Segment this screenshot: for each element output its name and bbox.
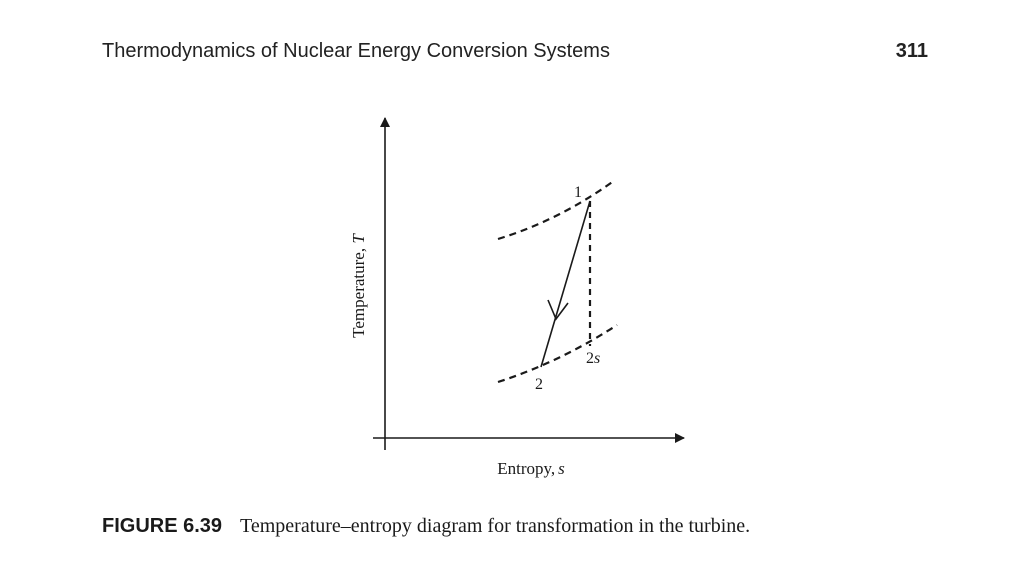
y-axis-label-text: Temperature, (349, 244, 368, 338)
state-2s-number: 2 (586, 350, 594, 367)
x-axis-label: Entropy, s (497, 459, 565, 478)
state-2-label: 2 (535, 376, 543, 393)
y-axis-label: Temperature, T (349, 233, 368, 338)
x-axis-label-text: Entropy, (497, 459, 555, 478)
state-2s-subscript: s (594, 350, 600, 367)
high-pressure-isobar (497, 179, 616, 241)
caption-label: FIGURE 6.39 (102, 515, 223, 537)
figure-caption: FIGURE 6.39 Temperature–entropy diagram f… (102, 515, 962, 538)
y-axis-symbol: T (349, 233, 368, 244)
actual-expansion-line (540, 200, 591, 368)
caption-text: Temperature–entropy diagram for transfor… (240, 515, 751, 537)
low-pressure-isobar (497, 324, 618, 384)
expansion-direction-arrow (547, 299, 569, 321)
state-2s-label: 2s (586, 350, 600, 367)
running-title: Thermodynamics of Nuclear Energy Convers… (102, 40, 610, 62)
x-axis-symbol: s (558, 459, 565, 478)
state-1-label: 1 (574, 184, 582, 201)
page-number: 311 (895, 40, 928, 62)
running-head: Thermodynamics of Nuclear Energy Convers… (102, 40, 928, 70)
